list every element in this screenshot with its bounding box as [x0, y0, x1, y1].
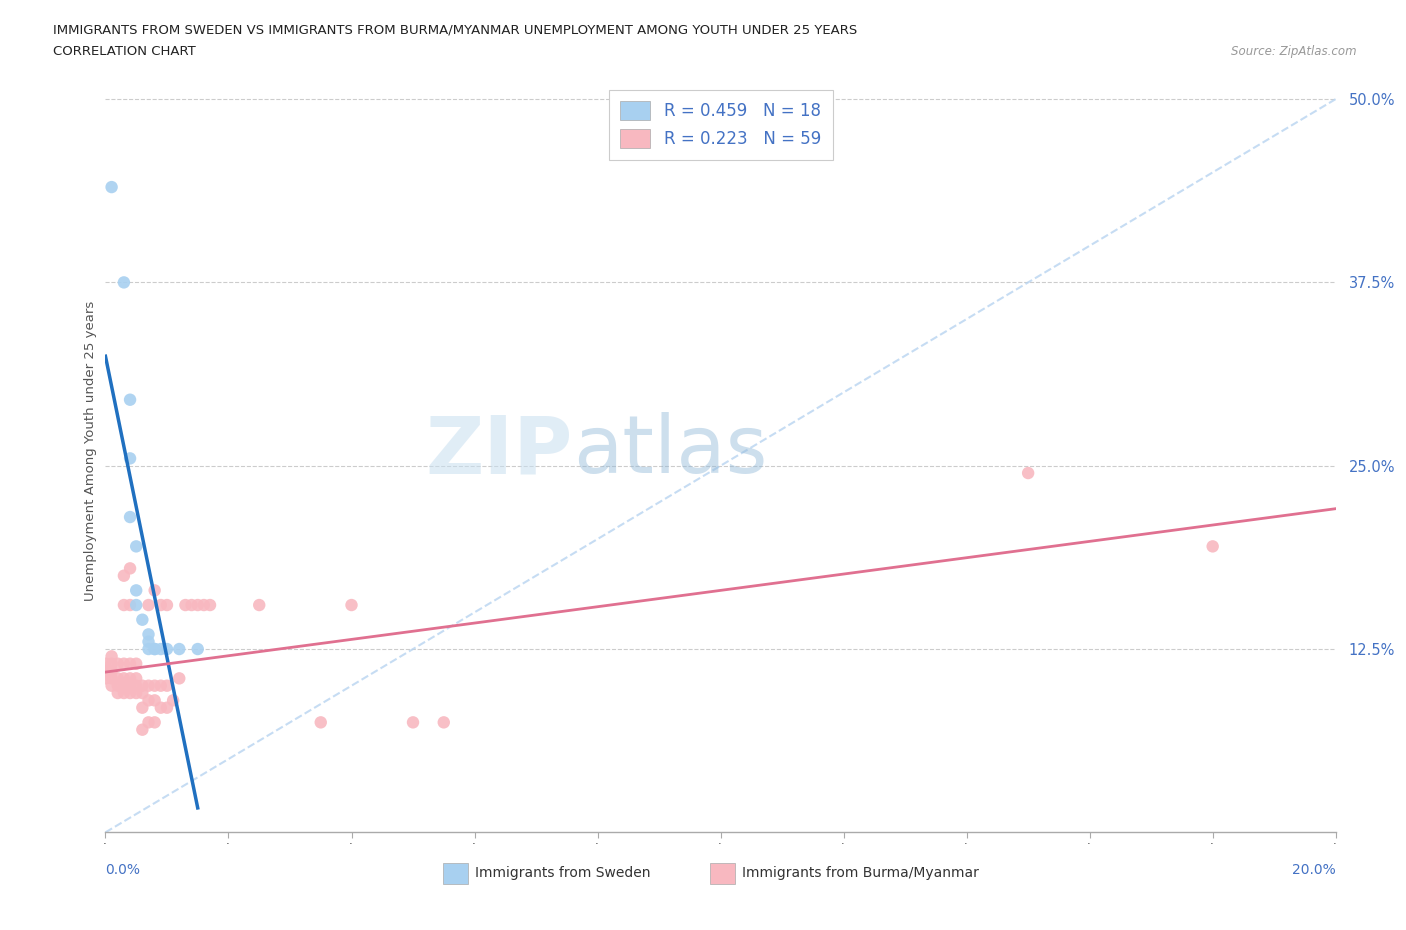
Point — [131, 685, 153, 700]
Point — [169, 642, 191, 657]
Point — [125, 671, 148, 685]
Point — [340, 598, 363, 613]
Legend: R = 0.459   N = 18, R = 0.223   N = 59: R = 0.459 N = 18, R = 0.223 N = 59 — [609, 89, 832, 160]
Point — [107, 685, 129, 700]
Point — [156, 678, 179, 693]
Point — [94, 664, 117, 679]
Point — [120, 392, 141, 407]
Point — [198, 598, 221, 613]
Point — [120, 678, 141, 693]
Point — [433, 715, 456, 730]
Point — [138, 678, 160, 693]
Point — [112, 685, 135, 700]
Point — [156, 642, 179, 657]
Y-axis label: Unemployment Among Youth under 25 years: Unemployment Among Youth under 25 years — [84, 301, 97, 601]
Text: CORRELATION CHART: CORRELATION CHART — [53, 45, 197, 58]
Text: atlas: atlas — [574, 412, 768, 490]
Point — [94, 671, 117, 685]
Point — [125, 583, 148, 598]
Point — [112, 275, 135, 290]
Point — [149, 642, 172, 657]
Point — [131, 612, 153, 627]
Point — [112, 568, 135, 583]
Point — [125, 657, 148, 671]
Text: 20.0%: 20.0% — [1292, 862, 1336, 877]
Point — [193, 598, 215, 613]
Point — [156, 700, 179, 715]
Point — [143, 642, 166, 657]
Point — [169, 671, 191, 685]
Point — [125, 539, 148, 554]
Point — [100, 657, 122, 671]
Text: ZIP: ZIP — [426, 412, 574, 490]
Point — [120, 671, 141, 685]
Point — [100, 664, 122, 679]
Point — [131, 700, 153, 715]
Point — [120, 451, 141, 466]
Point — [120, 685, 141, 700]
Text: Immigrants from Burma/Myanmar: Immigrants from Burma/Myanmar — [742, 866, 979, 881]
Point — [143, 693, 166, 708]
Point — [138, 693, 160, 708]
Point — [112, 678, 135, 693]
Point — [149, 700, 172, 715]
Point — [131, 678, 153, 693]
Point — [180, 598, 202, 613]
Point — [107, 671, 129, 685]
Point — [120, 657, 141, 671]
Point — [125, 678, 148, 693]
Point — [94, 657, 117, 671]
Text: 0.0%: 0.0% — [105, 862, 141, 877]
Text: Immigrants from Sweden: Immigrants from Sweden — [475, 866, 651, 881]
Point — [309, 715, 332, 730]
Point — [120, 598, 141, 613]
Point — [107, 678, 129, 693]
Point — [100, 678, 122, 693]
Point — [112, 598, 135, 613]
Point — [138, 627, 160, 642]
Point — [131, 723, 153, 737]
Point — [156, 598, 179, 613]
Point — [149, 678, 172, 693]
Point — [100, 671, 122, 685]
Point — [112, 671, 135, 685]
Point — [143, 715, 166, 730]
Point — [162, 693, 184, 708]
Point — [1017, 466, 1039, 481]
Point — [143, 678, 166, 693]
Point — [1201, 539, 1223, 554]
Point — [174, 598, 197, 613]
Point — [120, 510, 141, 525]
Point — [247, 598, 270, 613]
Point — [107, 657, 129, 671]
Point — [112, 657, 135, 671]
Text: IMMIGRANTS FROM SWEDEN VS IMMIGRANTS FROM BURMA/MYANMAR UNEMPLOYMENT AMONG YOUTH: IMMIGRANTS FROM SWEDEN VS IMMIGRANTS FRO… — [53, 23, 858, 36]
Point — [120, 561, 141, 576]
Text: Source: ZipAtlas.com: Source: ZipAtlas.com — [1232, 45, 1357, 58]
Point — [125, 685, 148, 700]
Point — [100, 179, 122, 194]
Point — [187, 642, 209, 657]
Point — [143, 642, 166, 657]
Point — [149, 598, 172, 613]
Point — [402, 715, 425, 730]
Point — [125, 598, 148, 613]
Point — [138, 634, 160, 649]
Point — [187, 598, 209, 613]
Point — [138, 642, 160, 657]
Point — [138, 715, 160, 730]
Point — [143, 583, 166, 598]
Point — [138, 598, 160, 613]
Point — [100, 649, 122, 664]
